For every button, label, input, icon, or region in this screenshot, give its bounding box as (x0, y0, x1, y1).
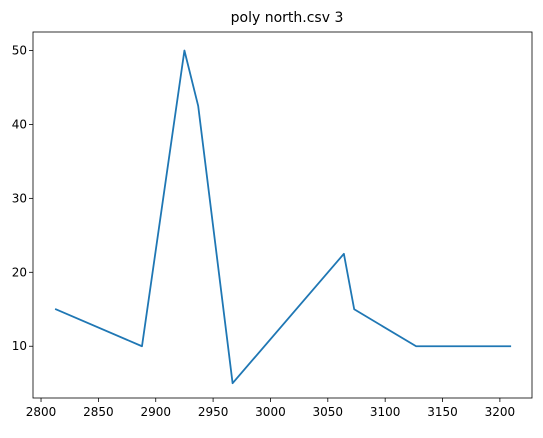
series-line (54, 49, 512, 385)
x-tick-label: 3100 (370, 405, 401, 419)
x-tick-label: 2950 (198, 405, 229, 419)
y-tick-label: 40 (12, 117, 27, 131)
x-tick-label: 2800 (26, 405, 57, 419)
x-tick-label: 2900 (140, 405, 171, 419)
y-tick-label: 10 (12, 339, 27, 353)
x-tick-label: 3200 (485, 405, 516, 419)
x-tick-label: 3150 (427, 405, 458, 419)
chart-title: poly north.csv 3 (231, 10, 344, 26)
plot-frame (32, 31, 533, 399)
y-tick-label: 20 (12, 265, 27, 279)
x-tick-label: 3050 (313, 405, 344, 419)
x-tick-label: 2850 (83, 405, 114, 419)
x-tick-label: 3000 (255, 405, 286, 419)
y-tick-label: 50 (12, 43, 27, 57)
y-tick-label: 30 (12, 191, 27, 205)
